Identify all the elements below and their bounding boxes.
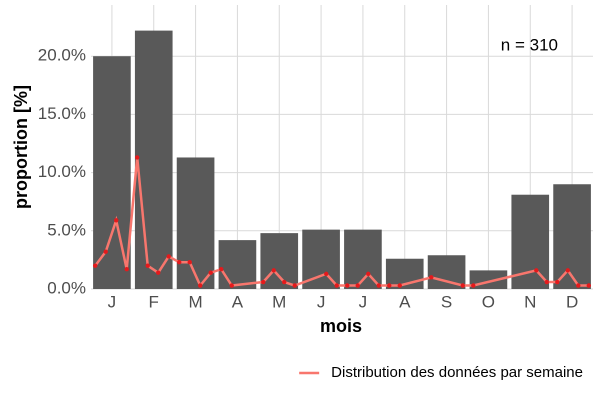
x-tick-label: M: [272, 292, 286, 311]
weekly-point: [387, 283, 392, 288]
weekly-point: [334, 283, 339, 288]
y-axis-title: proportion [%]: [11, 85, 31, 209]
weekly-point: [292, 283, 297, 288]
x-tick-label: S: [441, 292, 452, 311]
weekly-point: [261, 279, 266, 285]
weekly-point: [576, 283, 581, 288]
bar: [93, 56, 131, 289]
legend-label: Distribution des données par semaine: [331, 364, 583, 381]
weekly-point: [586, 283, 591, 288]
bar: [218, 240, 257, 289]
x-tick-label: A: [399, 292, 411, 311]
y-tick-label: 20.0%: [38, 46, 86, 65]
weekly-point: [460, 283, 465, 288]
weekly-point: [271, 268, 276, 273]
weekly-point: [219, 267, 224, 272]
bar: [511, 194, 550, 289]
weekly-point: [135, 155, 140, 160]
y-tick-label: 5.0%: [47, 220, 86, 239]
weekly-point: [198, 283, 203, 288]
bar: [176, 157, 215, 289]
weekly-point: [114, 218, 119, 223]
weekly-point: [376, 283, 381, 288]
bar: [553, 184, 591, 289]
annotation: n = 310: [501, 35, 558, 54]
x-tick-label: O: [482, 292, 495, 311]
x-tick-label: J: [108, 292, 117, 311]
x-tick-label: N: [524, 292, 536, 311]
weekly-point: [429, 275, 434, 280]
bar: [134, 30, 173, 289]
weekly-point: [534, 268, 539, 273]
weekly-point: [93, 263, 98, 268]
weekly-point: [282, 279, 287, 285]
x-tick-label: A: [232, 292, 244, 311]
x-tick-label: M: [188, 292, 202, 311]
weekly-point: [366, 271, 371, 277]
x-tick-label: J: [317, 292, 326, 311]
x-tick-label: D: [566, 292, 578, 311]
weekly-point: [208, 270, 213, 275]
weekly-point: [187, 260, 192, 265]
weekly-point: [166, 254, 171, 259]
weekly-point: [471, 283, 476, 288]
weekly-point: [544, 279, 549, 285]
weekly-point: [177, 260, 182, 265]
x-axis-title: mois: [320, 316, 362, 336]
weekly-point: [156, 270, 161, 275]
weekly-point: [355, 283, 360, 288]
x-tick-label: F: [149, 292, 159, 311]
weekly-point: [324, 271, 329, 277]
weekly-point: [555, 279, 560, 285]
x-tick-label: J: [359, 292, 368, 311]
weekly-point: [124, 267, 129, 272]
weekly-point: [145, 263, 150, 268]
weekly-point: [565, 268, 570, 273]
weekly-point: [345, 283, 350, 288]
y-tick-label: 0.0%: [47, 278, 86, 297]
y-tick-label: 10.0%: [38, 162, 86, 181]
y-tick-label: 15.0%: [38, 104, 86, 123]
weekly-point: [103, 249, 108, 254]
weekly-point: [229, 283, 234, 288]
weekly-point: [397, 283, 402, 288]
